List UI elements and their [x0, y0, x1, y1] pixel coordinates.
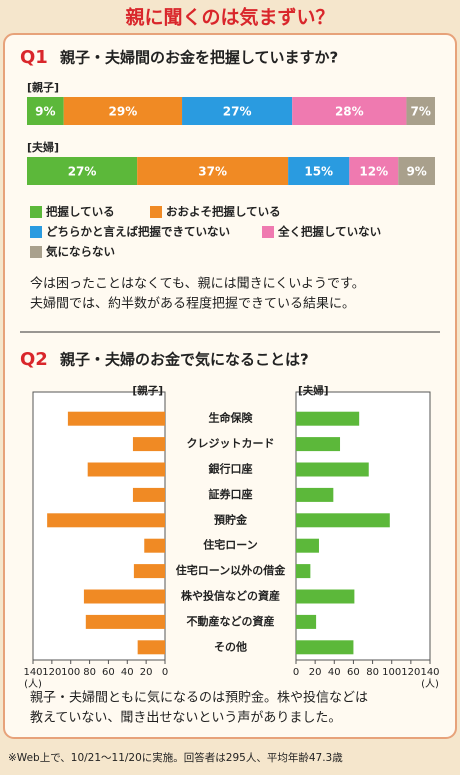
- x-tick-label: 40: [328, 667, 341, 678]
- x-tick-label: 80: [83, 667, 96, 678]
- x-tick-label: 20: [140, 667, 153, 678]
- bar: [137, 640, 165, 655]
- value-label: 12%: [359, 165, 388, 179]
- category-label: 住宅ローン以外の借金: [176, 563, 286, 577]
- legend-swatch: [30, 226, 42, 238]
- bar: [132, 487, 165, 502]
- bar: [296, 640, 354, 655]
- bar: [296, 564, 311, 579]
- bar: [296, 462, 369, 477]
- x-tick-label: 20: [309, 667, 322, 678]
- x-tick-label: 80: [366, 667, 379, 678]
- bar: [87, 462, 165, 477]
- legend-label: 把握している: [46, 205, 115, 219]
- bar: [296, 614, 317, 629]
- category-label: 不動産などの資産: [187, 614, 275, 628]
- bar: [296, 411, 360, 426]
- x-tick-label: 0: [162, 667, 168, 678]
- legend-swatch: [150, 206, 162, 218]
- bar: [296, 538, 319, 553]
- category-label: 株や投信などの資産: [181, 589, 280, 603]
- page-title: 親に聞くのは気まずい？: [125, 6, 334, 29]
- value-label: 7%: [411, 105, 431, 119]
- category-label: [親子]: [27, 80, 59, 94]
- bar: [132, 437, 165, 452]
- axis-unit: (人): [24, 678, 42, 690]
- x-tick-label: 60: [347, 667, 360, 678]
- bar-segment: [137, 157, 289, 185]
- x-tick-label: 120: [401, 667, 420, 678]
- legend-swatch: [30, 206, 42, 218]
- q2-title: 親子・夫婦のお金で気になることは?: [60, 351, 309, 369]
- bar-segment: [398, 157, 435, 185]
- q2-comment: 教えていない、聞き出せないという声がありました。: [30, 710, 341, 726]
- value-label: 37%: [198, 165, 227, 179]
- q1-comment: 今は困ったことはなくても、親には聞きにくいようです。: [30, 276, 365, 292]
- bar: [296, 487, 334, 502]
- bar-segment: [182, 97, 293, 125]
- q1-title: 親子・夫婦間のお金を把握していますか?: [60, 49, 338, 67]
- x-tick-label: 140: [23, 667, 42, 678]
- q1-comment: 夫婦間では、約半数がある程度把握できている結果に。: [30, 296, 355, 312]
- value-label: 27%: [223, 105, 252, 119]
- axis-unit: (人): [421, 678, 439, 690]
- footnote: ※Web上で、10/21～11/20に実施。回答者は295人、平均年齢47.3歳: [8, 751, 343, 764]
- bar: [296, 589, 355, 604]
- bar: [83, 589, 165, 604]
- legend-swatch: [262, 226, 274, 238]
- legend-label: 気にならない: [46, 245, 115, 259]
- category-label: 住宅ローン: [203, 538, 257, 552]
- category-label: 証券口座: [209, 487, 253, 501]
- bar-segment: [27, 157, 138, 185]
- category-label: 生命保険: [209, 411, 254, 425]
- x-tick-label: 100: [61, 667, 80, 678]
- bar: [296, 437, 341, 452]
- q2-label: Q2: [20, 349, 48, 370]
- bar-segment: [349, 157, 399, 185]
- x-tick-label: 40: [121, 667, 134, 678]
- q1-label: Q1: [20, 47, 48, 68]
- value-label: 15%: [304, 165, 333, 179]
- value-label: 29%: [109, 105, 138, 119]
- bar-segment: [63, 97, 183, 125]
- value-label: 28%: [335, 105, 364, 119]
- category-label: 預貯金: [214, 512, 248, 526]
- series-label: [夫婦]: [298, 384, 329, 397]
- q2-comment: 親子・夫婦間ともに気になるのは預貯金。株や投信などは: [30, 690, 368, 706]
- bar: [67, 411, 165, 426]
- series-label: [親子]: [132, 384, 163, 397]
- bar-segment: [406, 97, 435, 125]
- bar-segment: [27, 97, 64, 125]
- value-label: 9%: [35, 105, 55, 119]
- x-tick-label: 60: [102, 667, 115, 678]
- bar: [85, 614, 165, 629]
- category-label: 銀行口座: [209, 462, 253, 476]
- bar: [133, 564, 165, 579]
- category-label: その他: [214, 639, 247, 653]
- legend-label: どちらかと言えば把握できていない: [46, 225, 230, 239]
- legend-label: おおよそ把握している: [166, 205, 281, 219]
- category-label: クレジットカード: [187, 437, 275, 450]
- x-tick-label: 120: [42, 667, 61, 678]
- x-tick-label: 140: [420, 667, 439, 678]
- value-label: 9%: [406, 165, 426, 179]
- legend-label: 全く把握していない: [277, 225, 381, 239]
- bar-segment: [288, 157, 350, 185]
- bar: [47, 513, 166, 528]
- value-label: 27%: [68, 165, 97, 179]
- x-tick-label: 0: [293, 667, 299, 678]
- bar-segment: [292, 97, 407, 125]
- legend-swatch: [30, 246, 42, 258]
- bar: [144, 538, 165, 553]
- bar: [296, 513, 390, 528]
- category-label: [夫婦]: [27, 140, 59, 154]
- x-tick-label: 100: [382, 667, 401, 678]
